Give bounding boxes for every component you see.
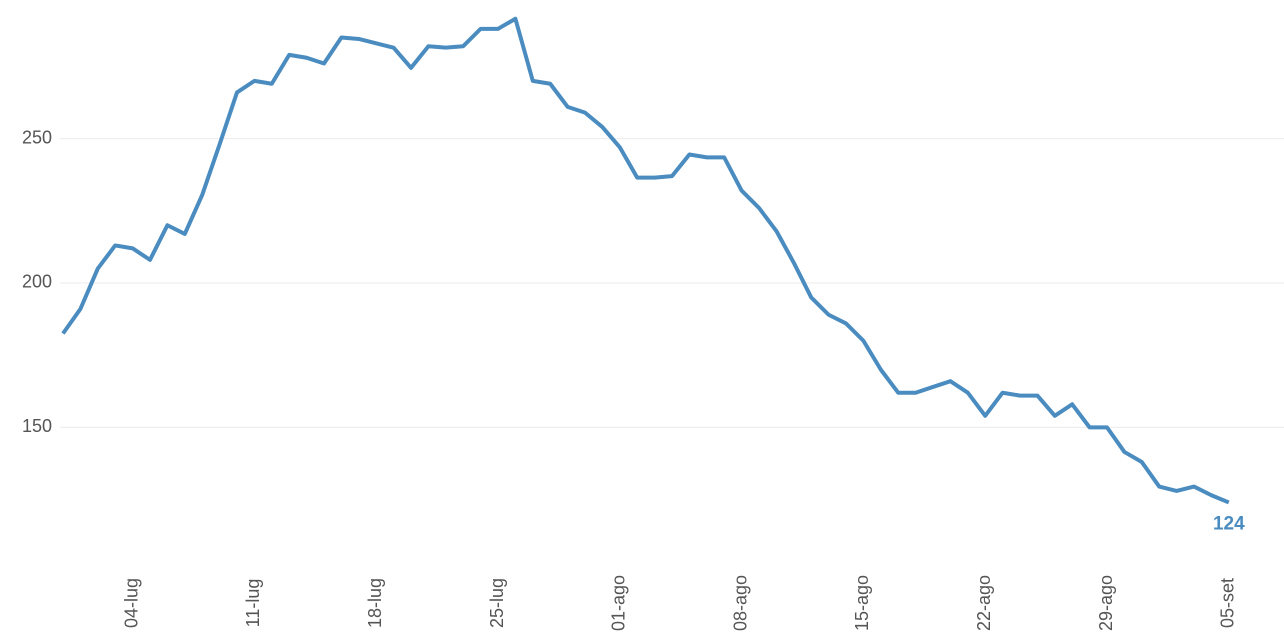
x-tick-label: 29-ago — [1096, 575, 1116, 631]
x-tick-label: 25-lug — [487, 578, 507, 628]
x-tick-label: 05-set — [1218, 578, 1238, 628]
x-tick-label: 22-ago — [974, 575, 994, 631]
line — [61, 16, 1230, 505]
x-tick-label: 11-lug — [243, 579, 263, 628]
y-tick-label: 150 — [22, 416, 52, 436]
y-tick-label: 250 — [22, 127, 52, 147]
x-tick-label: 04-lug — [121, 578, 141, 628]
y-tick-label: 200 — [22, 272, 52, 292]
data-label: 124 — [1213, 513, 1245, 534]
x-tick-label: 15-ago — [852, 575, 872, 631]
x-tick-label: 01-ago — [609, 575, 629, 631]
x-tick-label: 08-ago — [730, 575, 750, 631]
x-tick-label: 18-lug — [365, 578, 385, 628]
